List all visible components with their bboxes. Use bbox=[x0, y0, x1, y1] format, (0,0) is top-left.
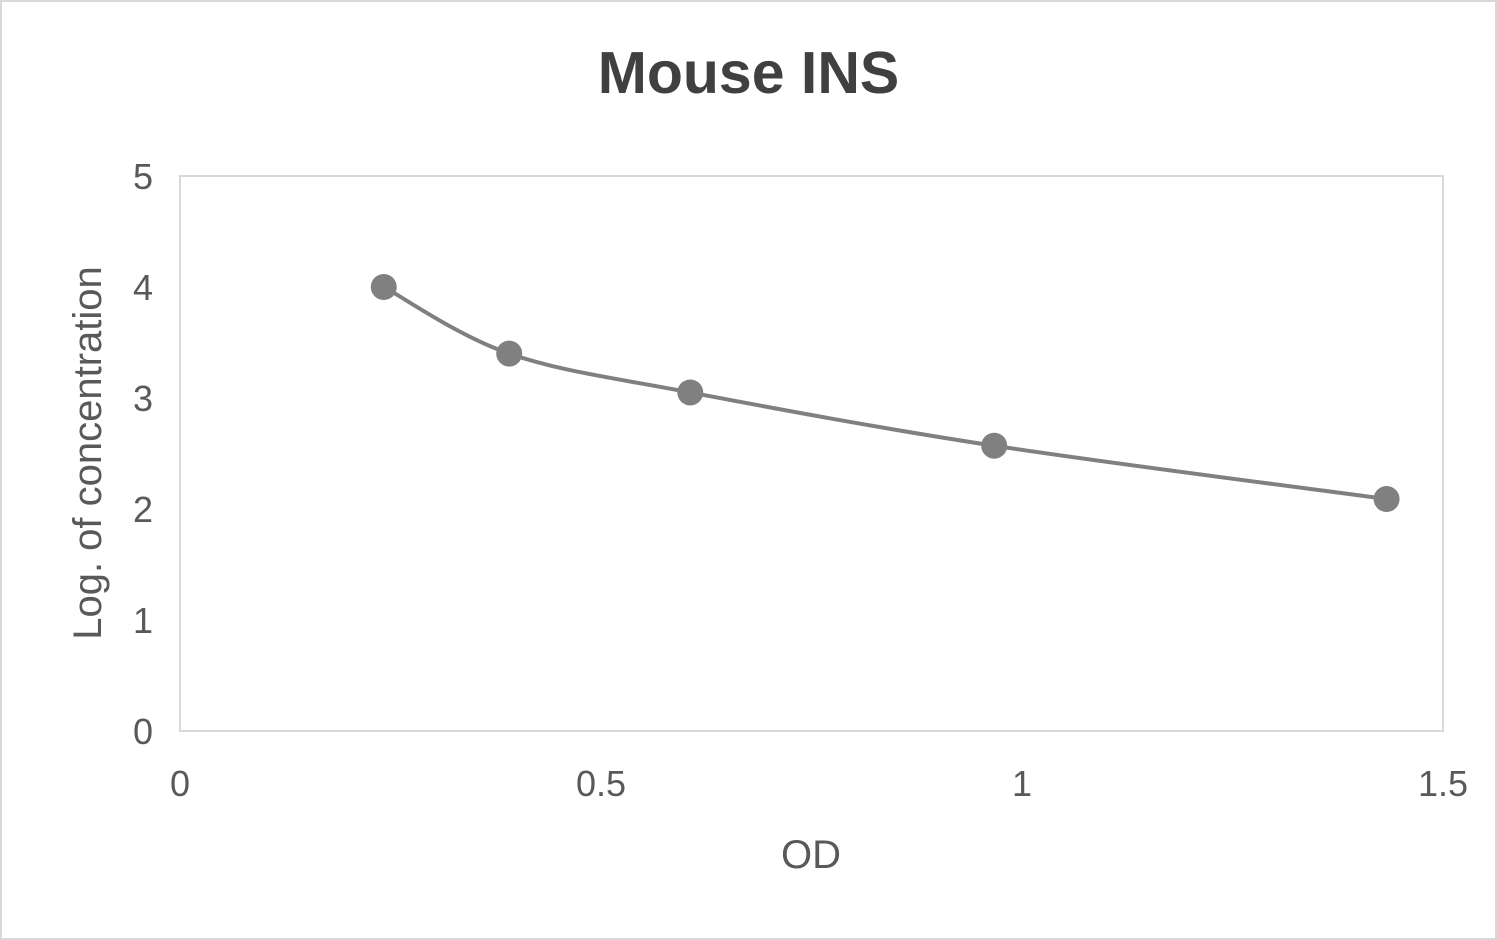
chart-title: Mouse INS bbox=[597, 40, 900, 106]
x-axis-title: OD bbox=[781, 833, 841, 877]
y-axis-title: Log. of concentration bbox=[66, 266, 110, 640]
data-point-marker bbox=[677, 379, 704, 406]
y-tick-label: 3 bbox=[133, 378, 153, 419]
data-point-marker bbox=[496, 340, 523, 367]
x-axis-tick-labels: 0 0.5 1 1.5 bbox=[170, 763, 1468, 804]
data-point-marker bbox=[981, 432, 1008, 459]
y-tick-label: 4 bbox=[133, 267, 153, 308]
x-tick-label: 1.5 bbox=[1418, 763, 1468, 804]
y-tick-label: 2 bbox=[133, 489, 153, 530]
y-tick-label: 5 bbox=[133, 156, 153, 197]
x-tick-label: 0.5 bbox=[576, 763, 626, 804]
data-point-marker bbox=[1373, 486, 1400, 513]
y-tick-label: 0 bbox=[133, 711, 153, 752]
plot-area-border bbox=[179, 175, 1444, 732]
series-markers bbox=[370, 274, 1400, 513]
y-axis-tick-labels: 0 1 2 3 4 5 bbox=[133, 156, 153, 752]
series-line bbox=[381, 285, 1389, 502]
data-point-marker bbox=[370, 274, 397, 300]
y-tick-label: 1 bbox=[133, 600, 153, 641]
x-tick-label: 0 bbox=[170, 763, 190, 804]
x-tick-label: 1 bbox=[1012, 763, 1032, 804]
